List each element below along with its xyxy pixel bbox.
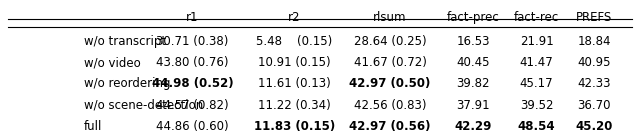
Text: 42.56 (0.83): 42.56 (0.83) [354, 99, 426, 112]
Text: 28.64 (0.25): 28.64 (0.25) [354, 35, 426, 48]
Text: 44.86 (0.60): 44.86 (0.60) [156, 120, 229, 133]
Text: 48.54: 48.54 [518, 120, 556, 133]
Text: 40.45: 40.45 [456, 56, 490, 69]
Text: 18.84: 18.84 [577, 35, 611, 48]
Text: fact-prec: fact-prec [447, 11, 499, 24]
Text: w/o reordering: w/o reordering [84, 77, 171, 90]
Text: 39.82: 39.82 [456, 77, 490, 90]
Text: fact-rec: fact-rec [514, 11, 559, 24]
Text: 45.20: 45.20 [575, 120, 612, 133]
Text: w/o scene-detection: w/o scene-detection [84, 99, 204, 112]
Text: r2: r2 [288, 11, 301, 24]
Text: 44.98 (0.52): 44.98 (0.52) [152, 77, 234, 90]
Text: 5.48    (0.15): 5.48 (0.15) [257, 35, 333, 48]
Text: 21.91: 21.91 [520, 35, 554, 48]
Text: w/o transcript: w/o transcript [84, 35, 166, 48]
Text: 41.67 (0.72): 41.67 (0.72) [354, 56, 426, 69]
Text: w/o video: w/o video [84, 56, 141, 69]
Text: 11.83 (0.15): 11.83 (0.15) [254, 120, 335, 133]
Text: 10.91 (0.15): 10.91 (0.15) [258, 56, 331, 69]
Text: rlsum: rlsum [373, 11, 407, 24]
Text: r1: r1 [186, 11, 199, 24]
Text: 40.95: 40.95 [577, 56, 611, 69]
Text: 16.53: 16.53 [456, 35, 490, 48]
Text: 41.47: 41.47 [520, 56, 554, 69]
Text: 42.97 (0.50): 42.97 (0.50) [349, 77, 431, 90]
Text: 42.33: 42.33 [577, 77, 611, 90]
Text: 43.80 (0.76): 43.80 (0.76) [156, 56, 229, 69]
Text: 39.52: 39.52 [520, 99, 554, 112]
Text: 37.91: 37.91 [456, 99, 490, 112]
Text: 44.57 (0.82): 44.57 (0.82) [156, 99, 229, 112]
Text: 30.71 (0.38): 30.71 (0.38) [156, 35, 228, 48]
Text: 11.61 (0.13): 11.61 (0.13) [258, 77, 331, 90]
Text: 36.70: 36.70 [577, 99, 611, 112]
Text: 42.97 (0.56): 42.97 (0.56) [349, 120, 431, 133]
Text: 42.29: 42.29 [454, 120, 492, 133]
Text: 45.17: 45.17 [520, 77, 554, 90]
Text: full: full [84, 120, 102, 133]
Text: 11.22 (0.34): 11.22 (0.34) [258, 99, 331, 112]
Text: PREFS: PREFS [576, 11, 612, 24]
